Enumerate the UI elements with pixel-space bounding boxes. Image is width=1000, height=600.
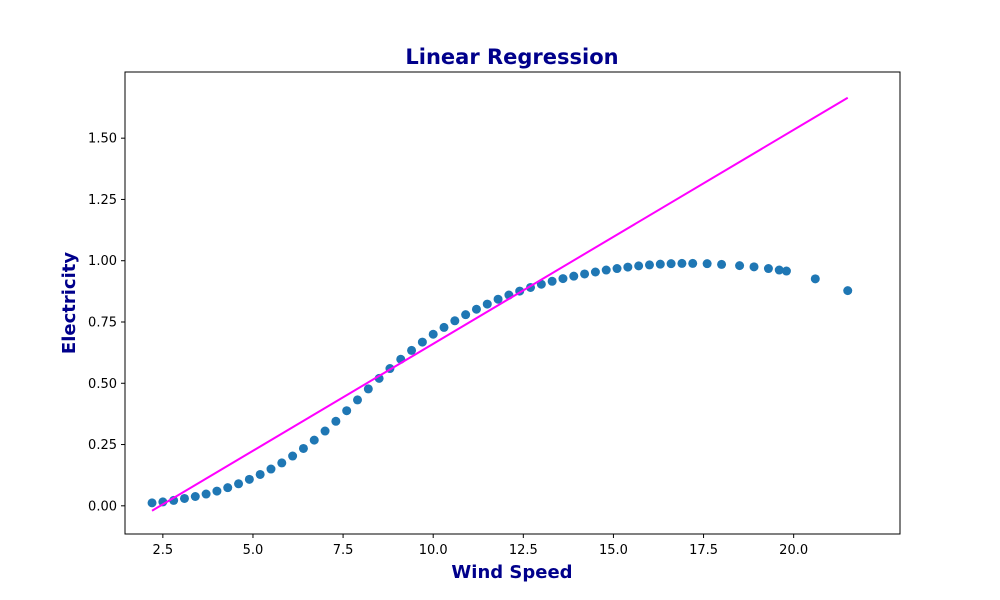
x-axis-label: Wind Speed — [451, 562, 572, 583]
data-point — [428, 329, 438, 339]
data-point — [158, 497, 168, 507]
y-tick-label: 0.50 — [88, 377, 117, 392]
data-point — [612, 264, 622, 274]
data-point — [450, 316, 460, 326]
data-point — [234, 479, 244, 489]
data-point — [623, 262, 633, 272]
data-point — [558, 274, 568, 284]
data-point — [774, 265, 784, 275]
data-point — [634, 261, 644, 271]
data-point — [439, 322, 449, 332]
x-tick-label: 7.5 — [333, 543, 354, 558]
data-point — [288, 451, 298, 461]
data-point — [590, 267, 600, 277]
data-point — [417, 337, 427, 347]
regression-line — [151, 96, 849, 512]
data-point — [717, 259, 727, 269]
plot-area — [124, 71, 901, 535]
x-tick-label: 17.5 — [689, 543, 718, 558]
data-point — [342, 406, 352, 416]
data-point — [666, 259, 676, 269]
data-point — [266, 464, 276, 474]
x-tick-label: 20.0 — [779, 543, 808, 558]
y-tick-label: 0.25 — [88, 438, 117, 453]
data-point — [407, 345, 417, 355]
data-point — [331, 416, 341, 426]
data-point — [147, 498, 157, 508]
data-point — [569, 271, 579, 281]
x-axis: 2.5 5.0 7.5 10.0 12.5 15.0 17.5 20.0 — [153, 534, 808, 558]
data-point — [482, 299, 492, 309]
data-point — [601, 265, 611, 275]
data-point — [190, 492, 200, 501]
data-point — [212, 486, 222, 496]
data-point — [255, 469, 265, 479]
plot-frame — [124, 71, 901, 535]
data-point — [677, 258, 687, 268]
data-point — [244, 474, 254, 484]
chart-title: Linear Regression — [405, 45, 618, 69]
regression-line-layer — [151, 96, 849, 512]
data-point — [702, 259, 712, 269]
data-point — [644, 260, 654, 270]
y-axis: 0.00 0.25 0.50 0.75 1.00 1.25 1.50 — [88, 132, 125, 514]
y-tick-label: 1.50 — [88, 132, 117, 147]
data-point — [277, 458, 287, 468]
data-point — [201, 489, 211, 499]
data-point — [363, 384, 373, 394]
data-point — [179, 493, 189, 503]
data-point — [655, 259, 665, 269]
data-point — [471, 304, 481, 314]
data-point — [547, 276, 557, 286]
scatter-points — [147, 258, 853, 508]
data-point — [810, 274, 820, 284]
data-point — [749, 262, 759, 272]
data-point — [223, 483, 233, 493]
x-tick-label: 15.0 — [599, 543, 628, 558]
x-tick-label: 10.0 — [419, 543, 448, 558]
x-tick-label: 12.5 — [509, 543, 538, 558]
data-point — [309, 435, 319, 445]
data-point — [763, 264, 773, 274]
data-point — [735, 261, 745, 271]
y-tick-label: 0.75 — [88, 315, 117, 330]
x-tick-label: 2.5 — [153, 543, 174, 558]
data-point — [461, 310, 471, 320]
x-tick-label: 5.0 — [243, 543, 264, 558]
data-point — [688, 258, 698, 268]
data-point — [353, 395, 362, 405]
data-point — [781, 266, 791, 276]
data-point — [298, 443, 308, 453]
data-point — [843, 286, 853, 296]
y-axis-label: Electricity — [59, 252, 80, 354]
data-point — [320, 426, 330, 436]
data-point — [493, 294, 503, 304]
data-point — [580, 269, 590, 279]
y-tick-label: 0.00 — [88, 499, 117, 514]
y-tick-label: 1.25 — [88, 193, 117, 208]
y-tick-label: 1.00 — [88, 254, 117, 269]
